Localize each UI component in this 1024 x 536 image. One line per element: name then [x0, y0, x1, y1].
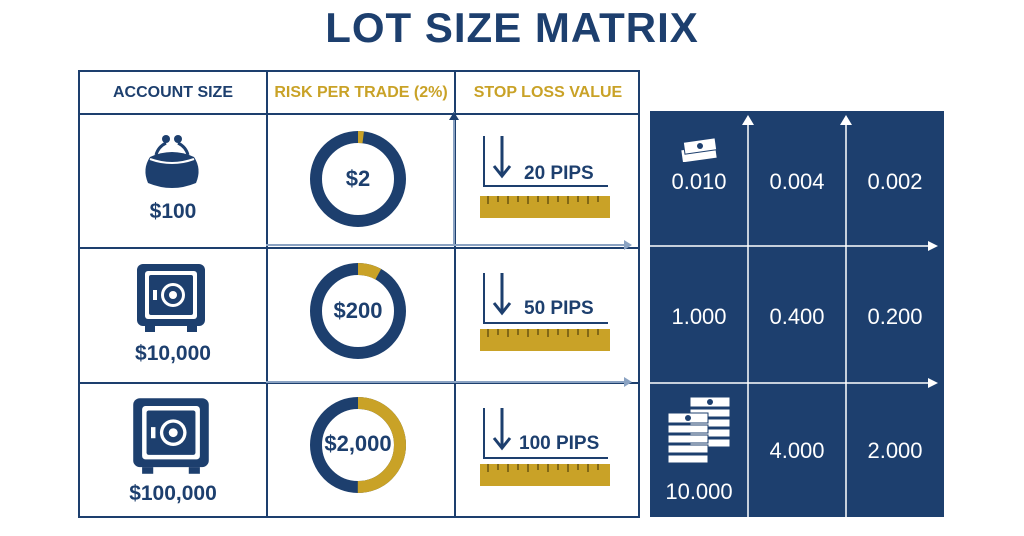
risk-donut-1	[310, 131, 406, 227]
matrix-cell-1-1: 0.010	[671, 169, 727, 194]
stop-loss-ruler-2	[480, 273, 610, 351]
column-divider-1	[266, 72, 268, 516]
stop-loss-pips-2: 50 PIPS	[524, 298, 594, 319]
row-divider-1	[80, 247, 638, 249]
matrix-cell-3-2: 4.000	[769, 438, 825, 463]
stop-loss-ruler-1	[480, 136, 610, 218]
stop-loss-pips-1: 20 PIPS	[524, 163, 594, 184]
matrix-cell-3-3: 2.000	[867, 438, 923, 463]
safe-icon	[137, 264, 205, 332]
cash-stack-icon	[667, 396, 731, 464]
donut-risk-arc	[310, 131, 406, 227]
header-risk-per-trade: RISK PER TRADE (2%)	[268, 72, 456, 114]
risk-amount-1: $2	[345, 166, 371, 191]
matrix-cell-2-2: 0.400	[769, 304, 825, 329]
matrix-cell-2-3: 0.200	[867, 304, 923, 329]
purse-icon	[145, 135, 199, 188]
matrix-grid-lines	[650, 115, 938, 517]
account-size-1: $100	[149, 200, 197, 223]
matrix-cell-1-2: 0.004	[769, 169, 825, 194]
risk-donut-3	[310, 397, 406, 493]
matrix-cell-3-1: 10.000	[665, 479, 733, 504]
header-stop-loss-value: STOP LOSS VALUE	[473, 84, 623, 101]
safe-icon	[133, 398, 209, 474]
risk-donut-2	[310, 263, 406, 359]
matrix-cell-1-3: 0.002	[867, 169, 923, 194]
stop-loss-pips-3: 100 PIPS	[519, 433, 600, 454]
header-account-size: ACCOUNT SIZE	[80, 72, 268, 114]
connector-arrows	[266, 112, 632, 387]
stop-loss-ruler-3	[480, 408, 610, 486]
cash-icon	[681, 137, 718, 162]
donut-risk-arc	[310, 397, 406, 493]
column-divider-2	[454, 72, 456, 516]
risk-amount-3: $2,000	[324, 431, 392, 456]
page-title: LOT SIZE MATRIX	[325, 4, 699, 51]
account-size-3: $100,000	[129, 482, 217, 505]
header-divider	[80, 113, 638, 115]
account-size-2: $10,000	[135, 342, 211, 365]
donut-risk-arc	[310, 263, 406, 359]
risk-amount-2: $200	[333, 298, 383, 323]
matrix-cell-2-1: 1.000	[671, 304, 727, 329]
